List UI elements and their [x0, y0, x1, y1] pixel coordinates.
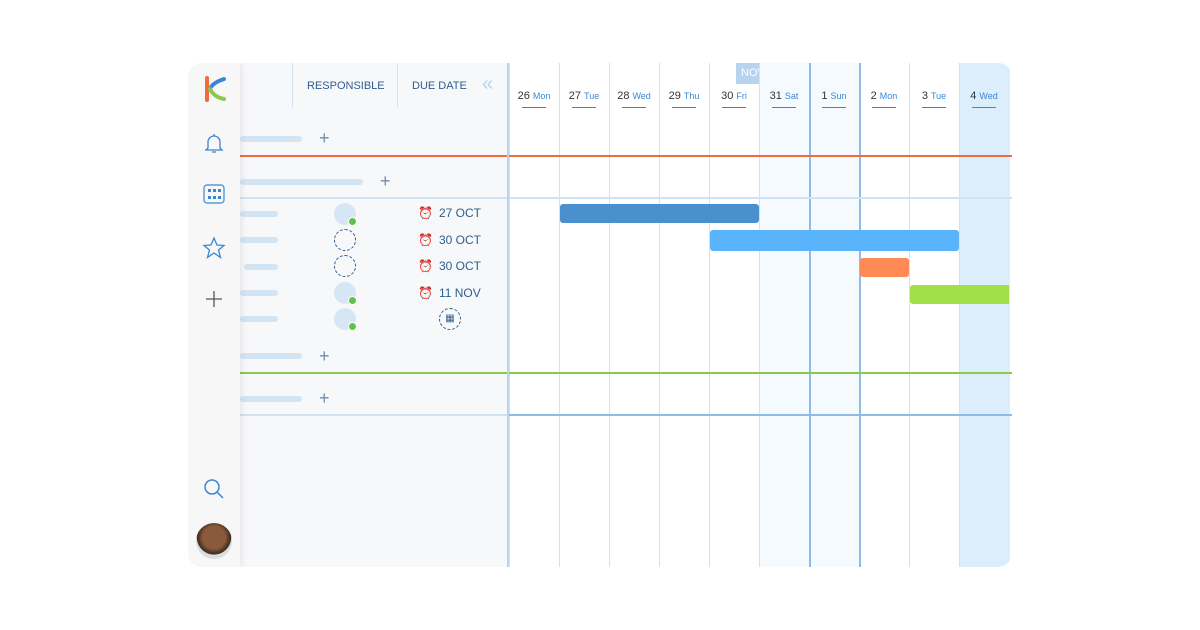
unassigned-user-icon[interactable] — [334, 229, 356, 251]
day-header: 30 Fri — [709, 90, 759, 108]
star-icon[interactable] — [202, 236, 226, 260]
due-date[interactable]: ⏰ 30 OCT — [418, 233, 481, 247]
day-column — [959, 63, 1010, 567]
add-task-button[interactable]: + — [319, 128, 330, 148]
search-icon[interactable] — [202, 477, 226, 501]
add-task-button[interactable]: + — [319, 388, 330, 408]
sidebar — [188, 63, 240, 567]
column-header-due-date[interactable]: DUE DATE — [412, 80, 467, 92]
plus-icon[interactable] — [202, 287, 226, 311]
task-bar[interactable] — [860, 258, 909, 277]
user-avatar[interactable] — [196, 523, 232, 559]
day-column — [559, 63, 610, 567]
day-column — [909, 63, 960, 567]
day-header: 26 Mon — [509, 90, 559, 108]
assignee-avatar[interactable] — [334, 308, 357, 331]
add-task-button[interactable]: + — [319, 346, 330, 366]
day-column — [759, 63, 810, 567]
timeline: NOVEMBER 26Mon27Tue28Wed29Thu30Fri31Sat1… — [507, 63, 1012, 567]
day-header: 2 Mon — [859, 90, 909, 108]
day-header: 28 Wed — [609, 90, 659, 108]
task-bar[interactable] — [710, 230, 959, 251]
alarm-clock-icon: ⏰ — [418, 259, 433, 273]
day-header: 1 Sun — [809, 90, 859, 108]
day-header: 3 Tue — [909, 90, 959, 108]
alarm-clock-icon: ⏰ — [418, 206, 433, 220]
due-date[interactable]: ⏰ 11 NOV — [418, 286, 481, 300]
due-date[interactable]: ⏰ 30 OCT — [418, 259, 481, 273]
gantt-card: RESPONSIBLE DUE DATE « + + + + ⏰ 27 OCT ⏰… — [188, 63, 1012, 567]
day-header: 29 Thu — [659, 90, 709, 108]
assignee-avatar[interactable] — [334, 282, 357, 305]
day-column — [509, 63, 560, 567]
column-header-responsible[interactable]: RESPONSIBLE — [307, 80, 385, 92]
unassigned-user-icon[interactable] — [334, 255, 356, 277]
alarm-clock-icon: ⏰ — [418, 233, 433, 247]
day-column — [809, 63, 861, 567]
day-column — [709, 63, 760, 567]
set-due-date-icon[interactable]: ▦ — [439, 308, 461, 330]
day-column — [859, 63, 911, 567]
task-bar[interactable] — [910, 285, 1009, 304]
task-bar[interactable] — [560, 204, 759, 223]
day-column — [609, 63, 660, 567]
calendar-grid-icon[interactable] — [202, 182, 226, 206]
day-column — [659, 63, 710, 567]
add-task-button[interactable]: + — [380, 171, 391, 191]
day-header: 27 Tue — [559, 90, 609, 108]
day-header: 4 Wed — [959, 90, 1009, 108]
bell-icon[interactable] — [202, 131, 226, 155]
alarm-clock-icon: ⏰ — [418, 286, 433, 300]
day-header: 31 Sat — [759, 90, 809, 108]
due-date[interactable]: ⏰ 27 OCT — [418, 206, 481, 220]
collapse-chevrons-icon[interactable]: « — [482, 73, 494, 95]
assignee-avatar[interactable] — [334, 203, 357, 226]
logo-icon — [205, 76, 226, 102]
